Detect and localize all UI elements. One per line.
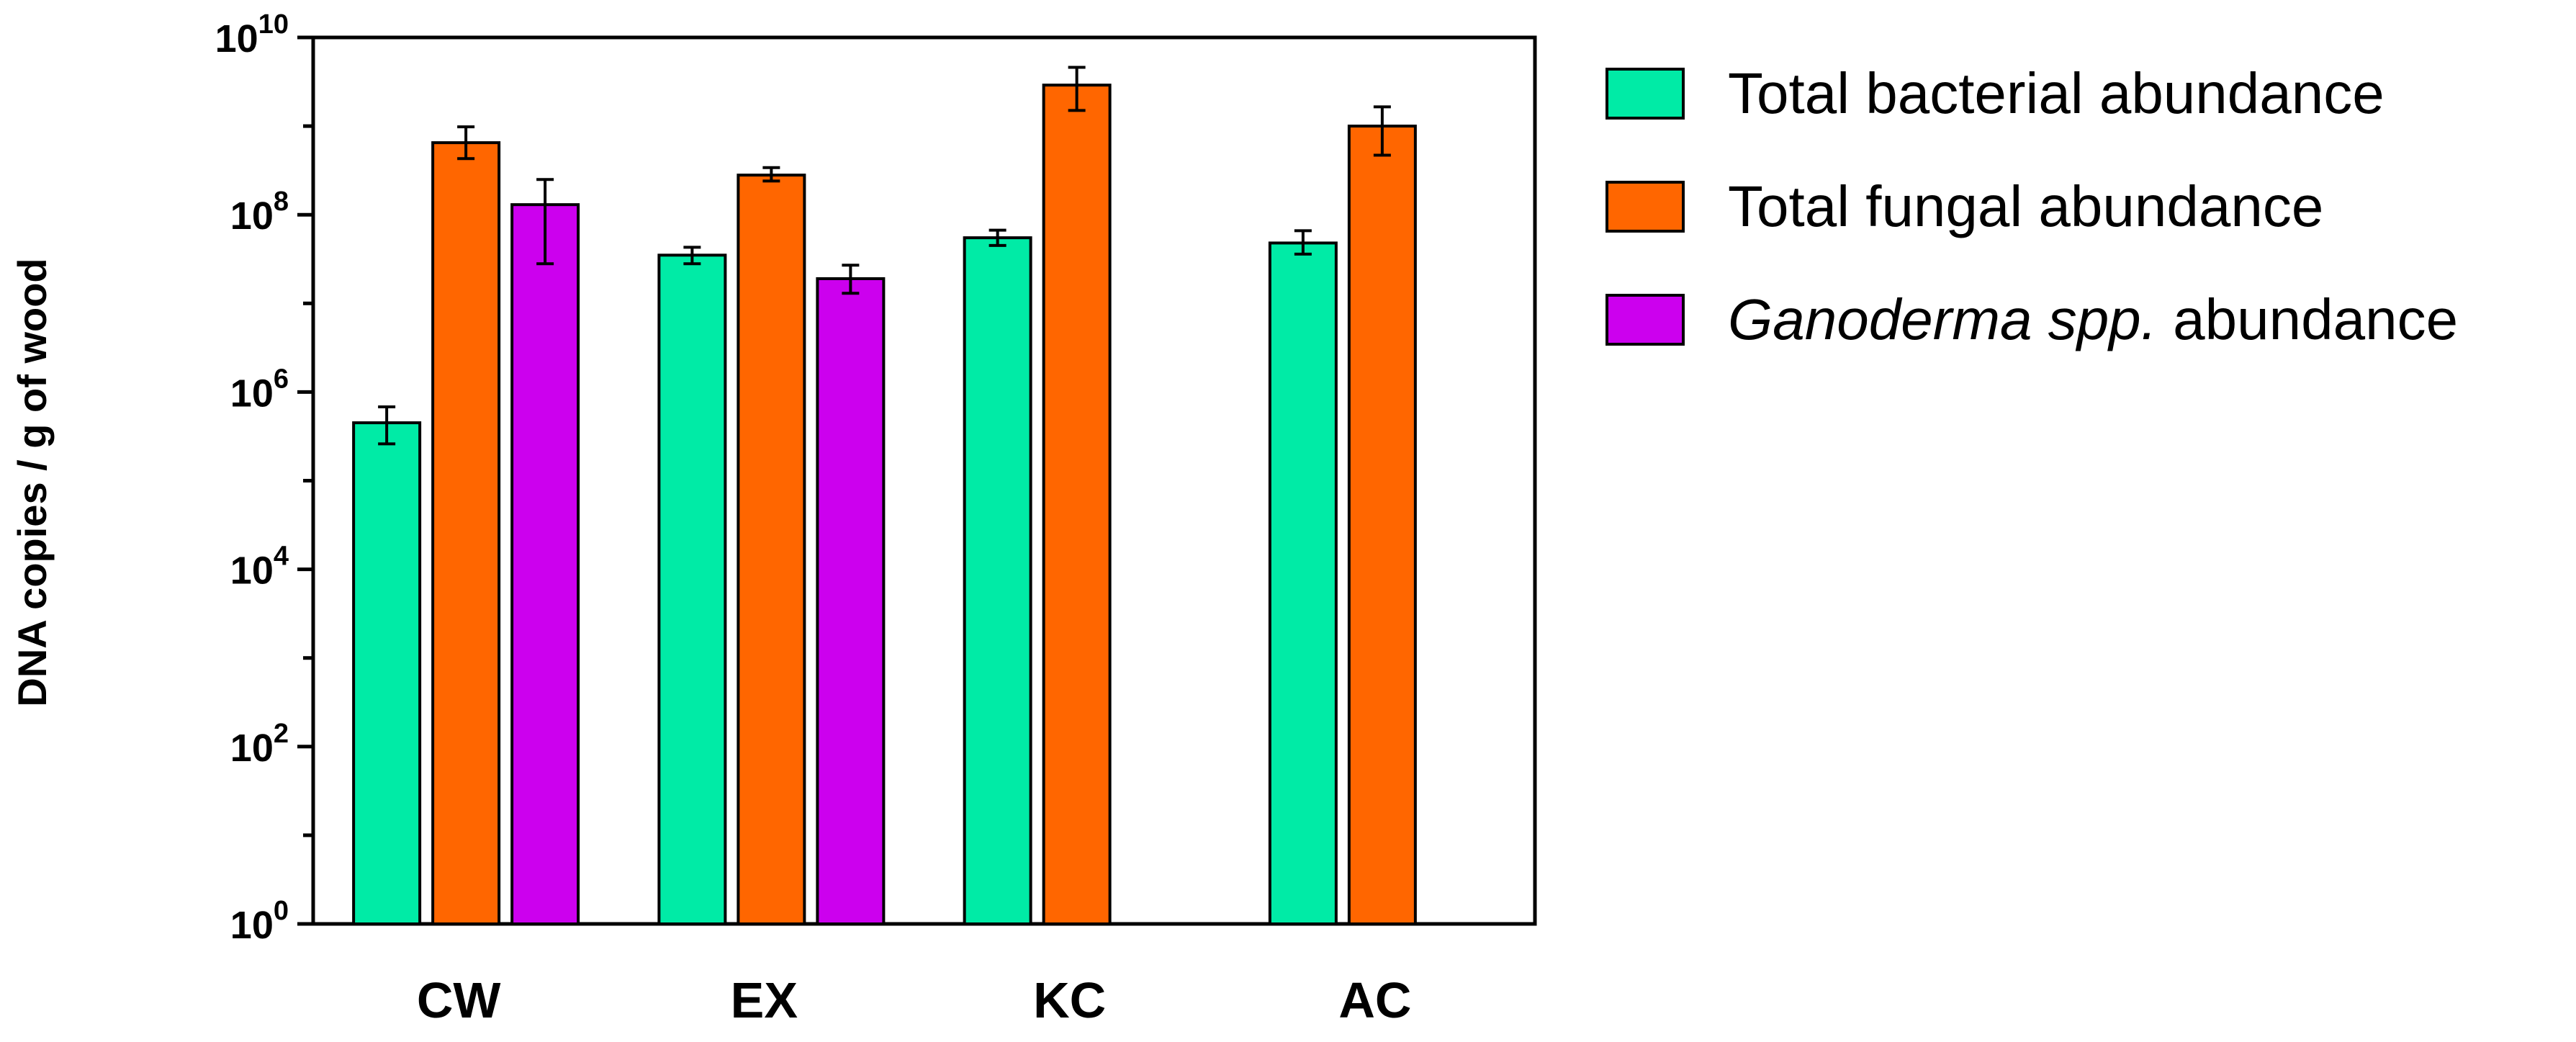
- legend: Total bacterial abundance Total fungal ab…: [1606, 61, 2458, 351]
- y-tick-exponent: 10: [258, 9, 289, 40]
- bar-ex-series-3: [816, 277, 886, 926]
- legend-label-series-1: Total bacterial abundance: [1728, 61, 2384, 125]
- bars: [352, 84, 1417, 926]
- y-tick-label: 100: [230, 896, 289, 947]
- y-tick-base: 10: [215, 17, 258, 60]
- y-tick-base: 10: [230, 372, 274, 415]
- x-tick-label-kc: KC: [1033, 972, 1106, 1028]
- y-tick-label: 102: [230, 719, 289, 770]
- y-tick-base: 10: [230, 194, 274, 238]
- y-tick-exponent: 4: [274, 542, 289, 572]
- y-tick-base: 10: [230, 549, 274, 593]
- error-bars: [378, 66, 1391, 446]
- bar-kc-series-1: [963, 236, 1032, 925]
- bar-cw-series-2: [431, 141, 501, 925]
- x-tick-label-ex: EX: [731, 972, 798, 1028]
- y-tick-exponent: 0: [274, 896, 289, 926]
- bar-ex-series-2: [737, 174, 806, 925]
- legend-label-part: Ganoderma spp.: [1728, 287, 2157, 351]
- y-tick-label: 1010: [215, 9, 289, 60]
- bar-cw-series-3: [510, 203, 580, 925]
- legend-label-part: Total bacterial abundance: [1728, 61, 2384, 125]
- legend-label-series-3: Ganoderma spp. abundance: [1728, 287, 2458, 351]
- y-tick-label: 106: [230, 364, 289, 415]
- y-tick-exponent: 8: [274, 187, 289, 217]
- y-axis-title: DNA copies / g of wood: [9, 258, 55, 706]
- bar-kc-series-2: [1042, 84, 1112, 925]
- legend-swatch-series-2: [1606, 181, 1685, 233]
- legend-label-part: Total fungal abundance: [1728, 174, 2323, 238]
- bar-ac-series-1: [1268, 241, 1338, 925]
- x-tick-label-cw: CW: [417, 972, 501, 1028]
- bar-ex-series-1: [657, 253, 727, 926]
- bar-cw-series-1: [352, 421, 422, 925]
- y-tick-exponent: 6: [274, 364, 289, 394]
- y-tick-label: 108: [230, 187, 289, 238]
- x-tick-label-ac: AC: [1338, 972, 1411, 1028]
- legend-swatch-series-1: [1606, 68, 1685, 120]
- y-tick-label: 104: [230, 542, 289, 593]
- legend-swatch-series-3: [1606, 294, 1685, 346]
- bar-ac-series-2: [1347, 125, 1417, 926]
- y-tick-base: 10: [230, 904, 274, 947]
- y-tick-exponent: 2: [274, 719, 289, 749]
- x-axis-labels: CW EX KC AC: [417, 972, 1412, 1028]
- y-tick-base: 10: [230, 727, 274, 770]
- legend-label-series-2: Total fungal abundance: [1728, 174, 2323, 238]
- legend-label-part: abundance: [2157, 287, 2458, 351]
